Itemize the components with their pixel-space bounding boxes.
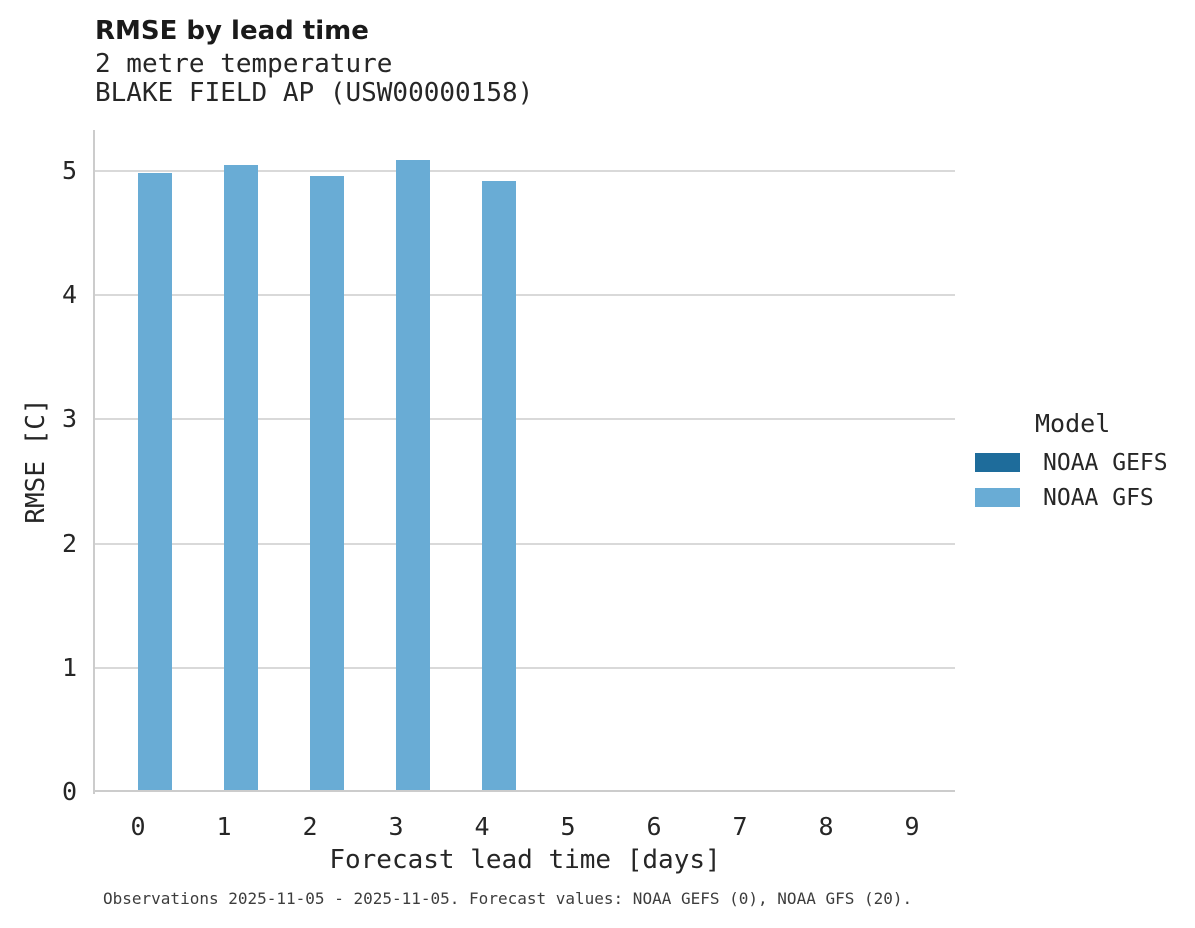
y-tick-label-4: 4: [61, 280, 77, 310]
legend: Model NOAA GEFS NOAA GFS: [975, 409, 1195, 511]
x-tick-label-1: 1: [216, 812, 232, 841]
plot-area: Forecast lead time [days] 0 1 2 3 4 5 0 1 2 3 4 5 6 7…: [62, 130, 955, 875]
x-tick-label-7: 7: [732, 812, 748, 841]
y-axis-spine: [93, 130, 95, 794]
x-tick-label-0: 0: [130, 812, 146, 841]
bar-noaa-gfs-lead-2: [310, 176, 345, 790]
gridline-y-3: [95, 418, 955, 421]
gridline-y-4: [95, 294, 955, 297]
gridline-y-5: [95, 169, 955, 172]
x-axis-spine: [93, 790, 955, 792]
chart-title: RMSE by lead time: [95, 16, 369, 46]
x-tick-label-5: 5: [560, 812, 576, 841]
footer-note: Observations 2025-11-05 - 2025-11-05. Fo…: [103, 889, 913, 908]
y-tick-label-2: 2: [61, 528, 77, 558]
legend-entry-noaa-gefs: NOAA GEFS: [975, 449, 1195, 476]
x-tick-label-3: 3: [388, 812, 404, 841]
legend-label-noaa-gefs: NOAA GEFS: [1043, 449, 1168, 476]
legend-label-noaa-gfs: NOAA GFS: [1043, 484, 1154, 511]
bar-noaa-gfs-lead-3: [396, 160, 431, 790]
bar-noaa-gfs-lead-0: [138, 172, 173, 790]
x-tick-label-4: 4: [474, 812, 490, 841]
x-tick-label-8: 8: [818, 812, 834, 841]
gridline-y-1: [95, 666, 955, 669]
x-tick-label-9: 9: [904, 812, 920, 841]
x-tick-label-2: 2: [302, 812, 318, 841]
legend-swatch-noaa-gefs: [975, 453, 1020, 472]
gridline-y-2: [95, 542, 955, 545]
bar-noaa-gfs-lead-1: [224, 165, 259, 790]
y-tick-label-1: 1: [61, 652, 77, 682]
chart-subtitle: 2 metre temperature BLAKE FIELD AP (USW0…: [95, 50, 533, 108]
x-tick-label-6: 6: [646, 812, 662, 841]
legend-entry-noaa-gfs: NOAA GFS: [975, 484, 1195, 511]
chart-subtitle-station: BLAKE FIELD AP (USW00000158): [95, 78, 534, 108]
chart-subtitle-variable: 2 metre temperature: [95, 49, 393, 79]
bar-noaa-gfs-lead-4: [482, 181, 517, 790]
x-axis-label: Forecast lead time [days]: [329, 845, 721, 875]
y-axis-label: RMSE [C]: [21, 398, 51, 524]
y-tick-label-0: 0: [61, 777, 77, 806]
legend-title: Model: [1035, 409, 1111, 438]
legend-swatch-noaa-gfs: [975, 488, 1020, 507]
y-tick-label-3: 3: [61, 404, 77, 434]
y-tick-label-5: 5: [61, 155, 77, 185]
